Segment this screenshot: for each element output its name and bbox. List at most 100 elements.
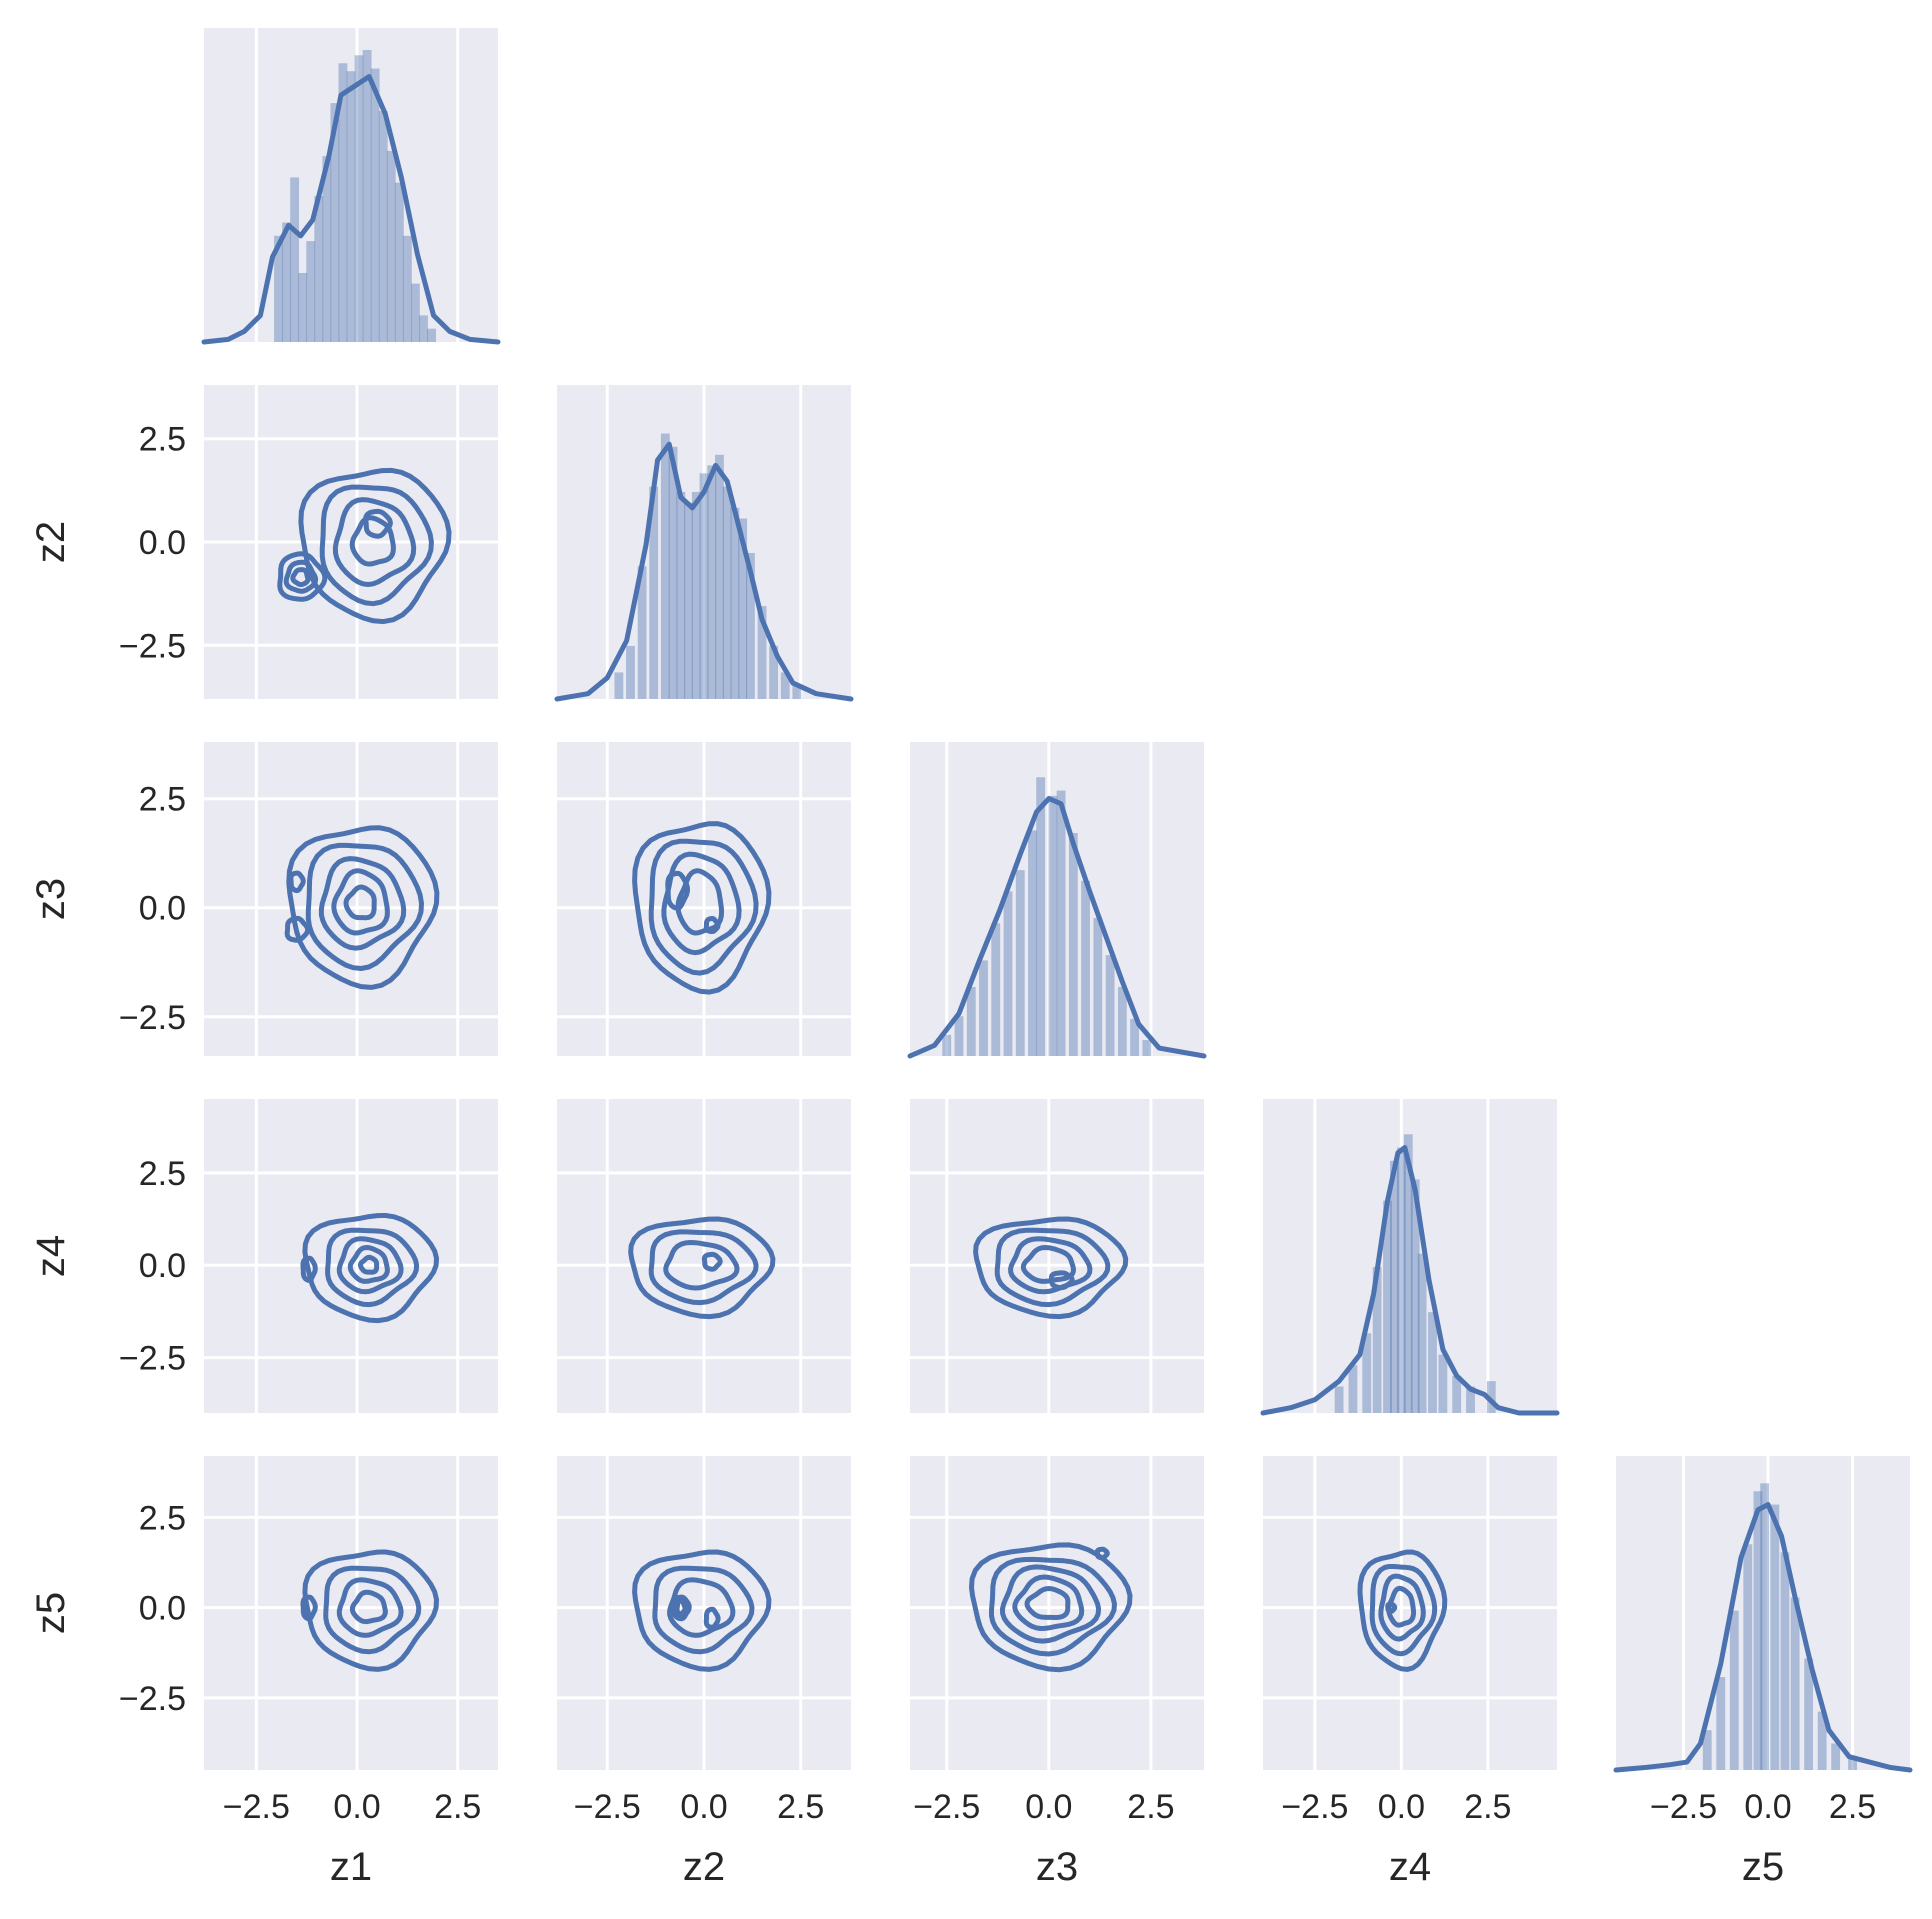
kde-contour (286, 825, 440, 990)
kde-contour (632, 821, 772, 995)
x-axis-label: z1 (330, 1845, 372, 1889)
kde-contour (302, 1549, 439, 1672)
histogram-bar (1817, 1711, 1827, 1770)
histogram-bar (668, 446, 678, 699)
panel-background (204, 742, 498, 1056)
histogram-bar (354, 55, 364, 343)
histogram-bar (394, 182, 404, 342)
histogram-bar (1372, 1267, 1382, 1413)
histogram-bar (746, 553, 755, 699)
histogram-bar (1362, 1333, 1372, 1413)
kde-contour (300, 1255, 318, 1283)
x-tick-label: −2.5 (1650, 1788, 1717, 1826)
panel-z5-vs-z3 (910, 1456, 1204, 1770)
kde-contour (989, 1556, 1117, 1657)
histogram-bar (715, 454, 724, 699)
kde-contour (319, 484, 434, 607)
histogram-bar (614, 672, 624, 699)
histogram-bar (314, 196, 324, 342)
histogram-bar (722, 486, 732, 699)
kde-contour (347, 1245, 390, 1284)
y-tick-label: −2.5 (119, 1340, 186, 1378)
x-tick-label: 2.5 (1127, 1788, 1174, 1826)
histogram-bar (780, 672, 790, 699)
x-tick-label: 0.0 (1378, 1788, 1425, 1826)
kde-contour (1048, 1270, 1075, 1291)
y-tick-label: 2.5 (139, 421, 186, 459)
kde-contour (318, 856, 407, 951)
y-tick-label: 0.0 (139, 890, 186, 928)
histogram-bar (1410, 1179, 1420, 1413)
histogram-bar (1056, 790, 1066, 1056)
kde-contour (349, 515, 396, 567)
histogram-bar (660, 433, 670, 699)
kde-contour (1357, 1549, 1448, 1672)
x-tick-label: −2.5 (1281, 1788, 1348, 1826)
kde-contour (661, 851, 742, 956)
histogram-bar (378, 111, 388, 343)
histogram-bar (1015, 870, 1025, 1056)
labels-layer: −2.5 0.0 2.5 z2 −2.5 0.0 2.5 z3 −2.5 0.0 2.5 z4 −2.5… (29, 421, 1876, 1889)
y-tick-label: 0.0 (139, 524, 186, 562)
histogram-bar (637, 566, 647, 699)
histogram-bar (966, 986, 976, 1056)
x-tick-label: −2.5 (913, 1788, 980, 1826)
kde-contour (994, 1227, 1111, 1308)
histogram-bar (757, 606, 767, 699)
kde-contour (663, 1240, 740, 1291)
kde-contour (652, 1565, 755, 1655)
histogram-bar (1003, 891, 1013, 1056)
histogram-bar (1743, 1544, 1753, 1770)
histogram-bar (1438, 1354, 1448, 1413)
kde-contour (1385, 1601, 1398, 1614)
histogram-bar (649, 486, 659, 699)
x-axis-label: z2 (683, 1845, 725, 1889)
histogram-bar (1831, 1743, 1841, 1770)
kde-contour (288, 870, 306, 894)
kde-contour (648, 1229, 759, 1306)
kde-contour (703, 1606, 721, 1630)
panel-background (1263, 1099, 1557, 1413)
histogram-bar (792, 685, 802, 699)
histogram-bar (298, 272, 308, 342)
histogram-bar (419, 315, 428, 342)
histogram-bar (991, 923, 1001, 1056)
y-axis-label: z3 (29, 878, 73, 920)
kde-contour (336, 1577, 404, 1638)
histogram-bar (626, 645, 635, 699)
x-tick-label: 2.5 (434, 1788, 481, 1826)
histogram-bar (979, 960, 988, 1056)
panel-z3-vs-z3 (907, 742, 1207, 1059)
panel-z4-vs-z1 (204, 1099, 498, 1413)
x-axis-label: z4 (1389, 1845, 1431, 1889)
histogram-bar (290, 177, 300, 342)
histogram-bar (306, 241, 316, 342)
panel-z4-vs-z2 (557, 1099, 851, 1413)
kde-contour (323, 1565, 422, 1655)
histogram-bar (676, 491, 686, 699)
x-tick-label: 0.0 (333, 1788, 380, 1826)
kde-contour (648, 838, 759, 976)
kde-contour (674, 1598, 688, 1617)
y-axis-label: z2 (29, 521, 73, 563)
panel-z5-vs-z1 (204, 1456, 498, 1770)
kde-contour (628, 1216, 776, 1320)
kde-contour (1369, 1564, 1438, 1657)
kde-contour (298, 467, 452, 625)
histogram-bar (1390, 1160, 1399, 1413)
histogram-bar (1403, 1134, 1413, 1413)
panel-background (910, 742, 1204, 1056)
x-tick-label: 2.5 (777, 1788, 824, 1826)
panel-z5-vs-z2 (557, 1456, 851, 1770)
kde-contour (284, 915, 311, 943)
y-axis-label: z5 (29, 1592, 73, 1634)
panel-z2-vs-z1 (204, 385, 498, 699)
histogram-bar (1105, 955, 1115, 1056)
panel-z3-vs-z2 (557, 742, 851, 1056)
panel-z4-vs-z4 (1260, 1099, 1560, 1416)
panels-layer (201, 28, 1913, 1773)
kde-contour (283, 559, 319, 594)
histogram-bar (1117, 986, 1127, 1056)
kde-contour (325, 1227, 420, 1308)
kde-contour (973, 1216, 1129, 1320)
